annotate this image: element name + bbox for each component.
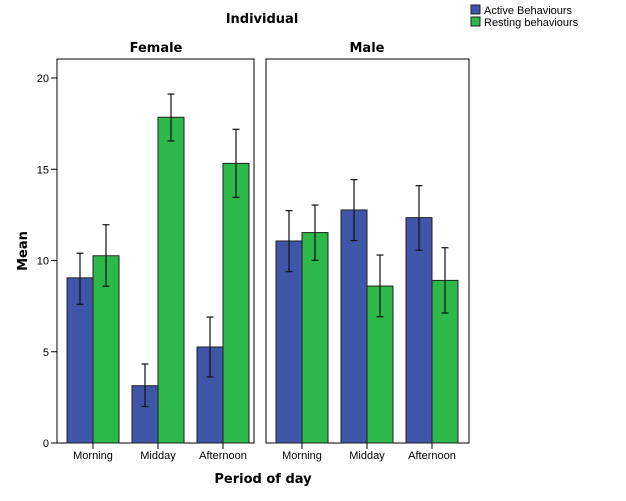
bar-female-afternoon-resting-behaviours (222, 162, 250, 444)
y-tick-label-20: 20 (37, 73, 49, 85)
panel-title-female: Female (130, 41, 183, 56)
legend-swatch-active (470, 4, 481, 15)
legend: Active Behaviours Resting behaviours (470, 4, 579, 29)
x-tick-label-female-midday: Midday (140, 450, 176, 462)
x-tick-label-male-morning: Morning (282, 450, 322, 462)
y-axis-title: Mean (16, 231, 31, 271)
y-tick-label-5: 5 (43, 347, 49, 359)
legend-swatch-resting (470, 16, 481, 27)
bar-male-afternoon-active-behaviours (405, 217, 433, 444)
x-tick-label-male-midday: Midday (349, 450, 385, 462)
y-axis: 0 5 10 15 20 (37, 73, 57, 450)
legend-label-active: Active Behaviours (484, 5, 573, 17)
y-tick-label-15: 15 (37, 164, 49, 176)
chart-title: Individual (226, 12, 299, 27)
x-tick-label-female-afternoon: Afternoon (199, 450, 247, 462)
y-tick-label-10: 10 (37, 256, 49, 268)
panel-female: Female Morning Midday Afternoon (56, 41, 255, 462)
panel-title-male: Male (350, 41, 385, 56)
panel-male: Male Morning Midday Afternoon (265, 41, 470, 462)
legend-label-resting: Resting behaviours (484, 17, 579, 29)
bar-male-midday-active-behaviours (340, 209, 368, 444)
x-tick-label-female-morning: Morning (73, 450, 113, 462)
y-tick-label-0: 0 (43, 438, 49, 450)
bar-female-midday-resting-behaviours (157, 116, 185, 444)
x-tick-label-male-afternoon: Afternoon (408, 450, 456, 462)
x-axis-title: Period of day (214, 472, 312, 487)
bar-male-morning-resting-behaviours (301, 232, 329, 444)
